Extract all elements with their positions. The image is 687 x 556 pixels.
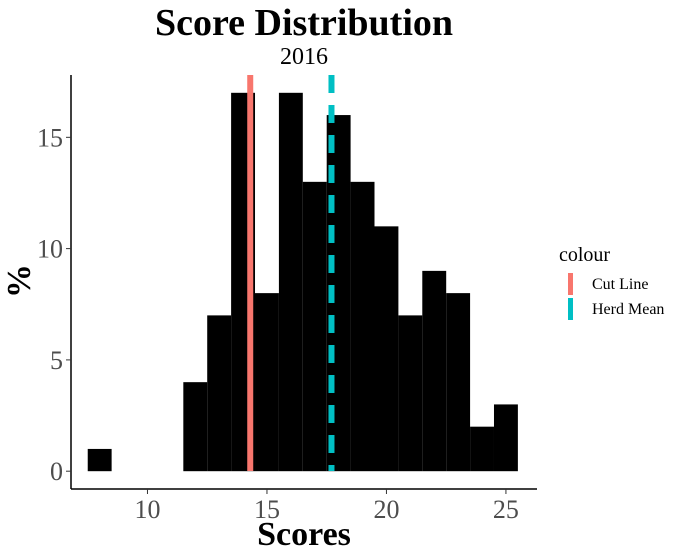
legend-items: Cut Line Herd Mean: [568, 273, 664, 320]
histogram-bar: [302, 181, 327, 472]
legend-key-1: [568, 273, 573, 295]
x-tick-label: 15: [254, 495, 280, 524]
legend-label-2: Herd Mean: [592, 301, 664, 318]
y-tick-label: 5: [50, 346, 63, 375]
y-tick-label: 15: [37, 123, 63, 152]
histogram-bars: [87, 92, 518, 472]
histogram-bar: [493, 404, 518, 472]
legend-label-1: Cut Line: [592, 276, 648, 293]
histogram-bar: [207, 315, 232, 472]
histogram-bar: [470, 426, 494, 472]
x-tick-label: 20: [373, 495, 399, 524]
x-tick-label: 10: [134, 495, 160, 524]
histogram-bar: [374, 226, 399, 472]
histogram-bar: [183, 382, 208, 472]
y-axis-title: %: [1, 264, 38, 298]
x-axis-title: Scores: [257, 516, 351, 553]
y-tick-label: 10: [37, 235, 63, 264]
y-axis-ticks: 0 5 10 15: [37, 123, 71, 486]
histogram-bar: [446, 293, 471, 472]
x-tick-label: 25: [493, 495, 519, 524]
legend-key-2: [568, 298, 573, 320]
histogram-bar: [278, 92, 303, 472]
reference-lines: [247, 75, 335, 471]
plot-area: [87, 75, 518, 472]
chart-title: Score Distribution: [155, 2, 453, 44]
legend: colour Cut Line Herd Mean: [559, 244, 664, 320]
histogram-bar: [398, 315, 423, 472]
histogram-bar: [422, 270, 447, 472]
histogram-bar: [255, 293, 279, 472]
legend-title: colour: [559, 244, 610, 266]
y-tick-label: 0: [50, 457, 63, 486]
x-axis-ticks: 10 15 20 25: [134, 489, 519, 524]
histogram-bar: [350, 181, 375, 472]
chart-subtitle: 2016: [280, 44, 328, 70]
histogram-bar: [87, 448, 112, 472]
